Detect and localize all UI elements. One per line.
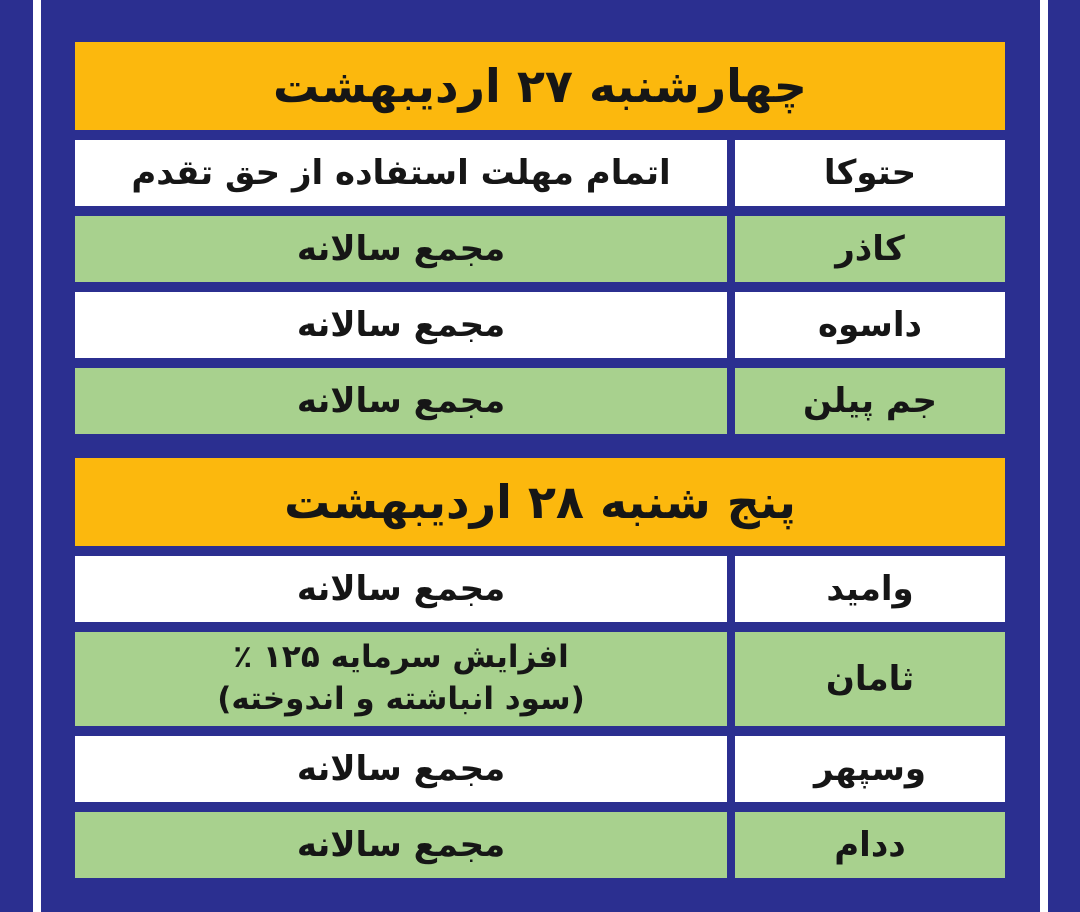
event-cell: مجمع سالانه	[75, 292, 727, 358]
event-label: مجمع سالانه	[296, 748, 506, 789]
event-label-line1: افزایش سرمایه ۱۲۵ ٪	[233, 639, 569, 676]
ticker-label: داسوه	[818, 304, 922, 345]
table-row: مجمع سالانه جم پیلن	[75, 368, 1005, 434]
table-row: مجمع سالانه ددام	[75, 812, 1005, 878]
event-cell: مجمع سالانه	[75, 216, 727, 282]
event-label: اتمام مهلت استفاده از حق تقدم	[131, 152, 671, 193]
event-label: مجمع سالانه	[296, 568, 506, 609]
ticker-label: حتوکا	[823, 152, 917, 193]
event-cell: مجمع سالانه	[75, 736, 727, 802]
events-schedule-table: چهارشنبه ۲۷ اردیبهشت اتمام مهلت استفاده …	[75, 42, 1005, 878]
ticker-cell: کاذر	[735, 216, 1005, 282]
event-label: مجمع سالانه	[296, 228, 506, 269]
ticker-cell: داسوه	[735, 292, 1005, 358]
event-cell: مجمع سالانه	[75, 368, 727, 434]
event-label: مجمع سالانه	[296, 304, 506, 345]
ticker-cell: ددام	[735, 812, 1005, 878]
day-header-label: چهارشنبه ۲۷ اردیبهشت	[273, 59, 807, 113]
ticker-label: وامید	[826, 568, 914, 609]
day-header-label: پنج شنبه ۲۸ اردیبهشت	[284, 475, 796, 529]
ticker-label: کاذر	[835, 228, 905, 269]
left-side-stripe	[33, 0, 41, 912]
event-label: مجمع سالانه	[296, 824, 506, 865]
table-row: مجمع سالانه وسپهر	[75, 736, 1005, 802]
ticker-label: وسپهر	[813, 748, 927, 789]
table-row: افزایش سرمایه ۱۲۵ ٪ (سود انباشته و اندوخ…	[75, 632, 1005, 726]
table-row: مجمع سالانه کاذر	[75, 216, 1005, 282]
day-header-thursday: پنج شنبه ۲۸ اردیبهشت	[75, 458, 1005, 546]
ticker-cell: وامید	[735, 556, 1005, 622]
ticker-label: جم پیلن	[802, 380, 938, 421]
ticker-cell: ثامان	[735, 632, 1005, 726]
event-cell: افزایش سرمایه ۱۲۵ ٪ (سود انباشته و اندوخ…	[75, 632, 727, 726]
right-side-stripe	[1040, 0, 1048, 912]
table-row: مجمع سالانه داسوه	[75, 292, 1005, 358]
ticker-label: ددام	[834, 824, 906, 865]
event-label-line2: (سود انباشته و اندوخته)	[217, 681, 585, 717]
ticker-label: ثامان	[825, 658, 915, 699]
event-label: مجمع سالانه	[296, 380, 506, 421]
event-cell: اتمام مهلت استفاده از حق تقدم	[75, 140, 727, 206]
table-row: مجمع سالانه وامید	[75, 556, 1005, 622]
day-header-wednesday: چهارشنبه ۲۷ اردیبهشت	[75, 42, 1005, 130]
ticker-cell: حتوکا	[735, 140, 1005, 206]
event-cell: مجمع سالانه	[75, 556, 727, 622]
event-cell: مجمع سالانه	[75, 812, 727, 878]
ticker-cell: جم پیلن	[735, 368, 1005, 434]
ticker-cell: وسپهر	[735, 736, 1005, 802]
table-row: اتمام مهلت استفاده از حق تقدم حتوکا	[75, 140, 1005, 206]
